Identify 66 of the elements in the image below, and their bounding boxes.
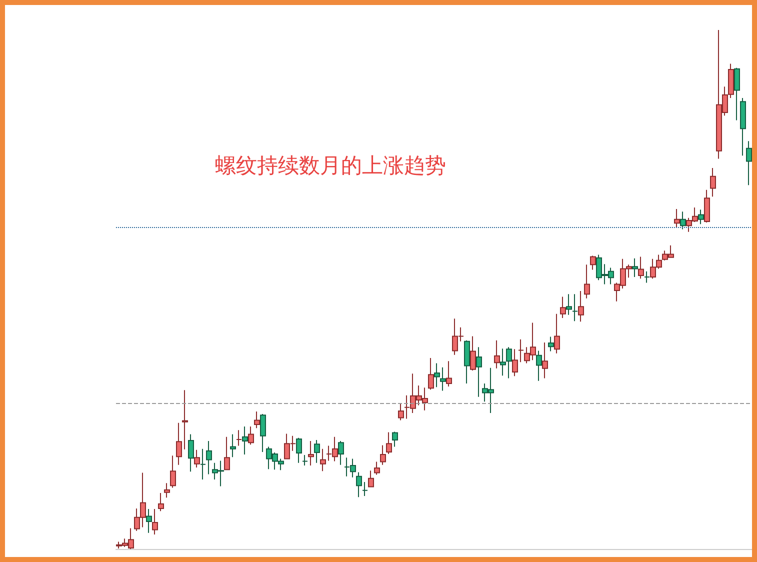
candlestick <box>674 208 680 228</box>
candlestick <box>176 422 182 466</box>
candlestick <box>512 348 518 377</box>
candlestick <box>398 402 404 421</box>
candlestick <box>590 255 596 270</box>
candlestick <box>518 338 524 363</box>
candlestick <box>146 508 152 534</box>
candlestick <box>698 209 704 225</box>
candlestick <box>464 340 470 384</box>
candlestick <box>188 434 194 472</box>
candlestick <box>314 440 320 464</box>
candlestick <box>554 313 560 354</box>
candlestick <box>710 168 716 198</box>
candlestick <box>308 440 314 466</box>
candlestick <box>320 448 326 472</box>
candlestick <box>428 358 434 390</box>
candlestick <box>158 492 164 512</box>
candlestick <box>572 294 578 322</box>
candlestick <box>386 432 392 455</box>
candlestick <box>242 426 248 456</box>
candlestick <box>638 256 644 280</box>
candlestick <box>470 336 476 371</box>
candlestick <box>296 437 302 464</box>
candlestick <box>734 67 740 121</box>
candlestick <box>494 340 500 369</box>
candlestick <box>536 350 542 382</box>
candlestick <box>254 410 260 429</box>
candlestick <box>644 270 650 284</box>
candlestick <box>164 482 170 498</box>
candlestick <box>680 211 686 230</box>
candlestick <box>446 360 452 388</box>
candlestick <box>740 97 746 156</box>
candlestick <box>182 390 188 450</box>
candlestick <box>380 444 386 466</box>
candlestick <box>560 296 566 319</box>
candlestick <box>542 342 548 379</box>
candlestick <box>302 454 308 466</box>
candlestick <box>236 430 242 446</box>
candlestick <box>152 508 158 535</box>
candlestick <box>548 336 554 352</box>
candlestick <box>356 472 362 498</box>
candlestick <box>362 482 368 497</box>
candlestick <box>374 461 380 476</box>
text: 螺纹持续数月的上涨趋势 <box>215 154 446 178</box>
candlestick <box>566 294 572 316</box>
candlestick <box>248 426 254 446</box>
candlestick <box>368 470 374 488</box>
candlestick <box>500 348 506 376</box>
candlestick <box>578 290 584 322</box>
candlestick <box>206 440 212 475</box>
candlestick <box>704 189 710 224</box>
candlestick <box>338 440 344 466</box>
candlestick <box>224 436 230 471</box>
candlestick <box>632 258 638 278</box>
candlestick <box>746 140 752 186</box>
candlestick <box>476 346 482 398</box>
candlestick <box>230 434 236 458</box>
candlestick <box>584 264 590 299</box>
candlestick <box>434 362 440 388</box>
candlestick <box>260 414 266 452</box>
candlestick <box>200 448 206 480</box>
candlestick <box>194 449 200 468</box>
candlestick <box>170 455 176 488</box>
candlestick <box>440 366 446 392</box>
candlestick <box>392 431 398 448</box>
candlestick <box>506 346 512 379</box>
